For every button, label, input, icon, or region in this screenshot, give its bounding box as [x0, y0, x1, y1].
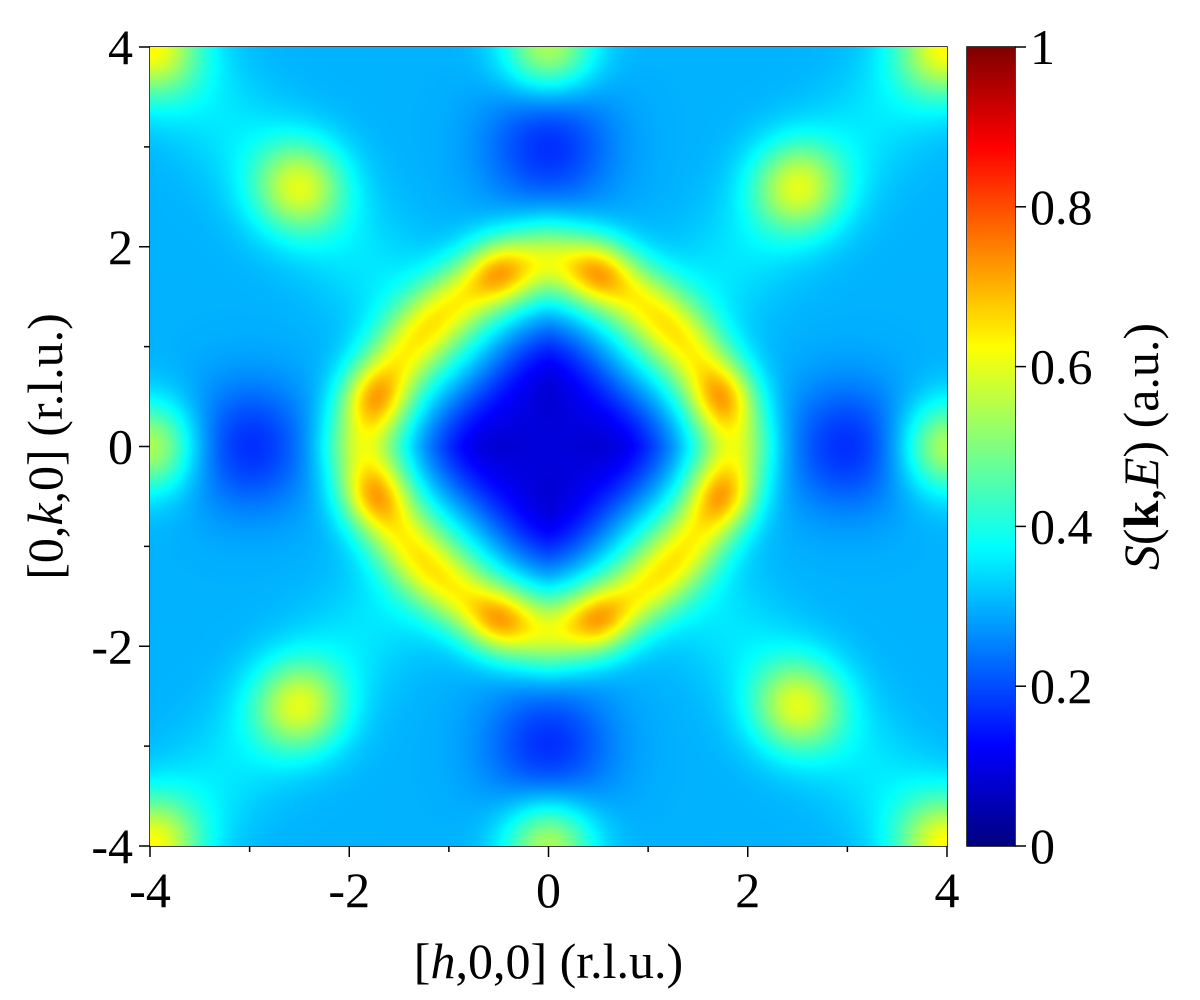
colorbar-label-e: E [1113, 458, 1169, 490]
y-axis-label: [0,k,0] (r.l.u.) [17, 313, 73, 580]
colorbar-label-comma: , [1113, 488, 1169, 501]
colorbar-label-open: ( [1113, 528, 1169, 545]
colorbar-tick-label: 0.8 [1030, 179, 1093, 235]
y-tick-label: -4 [91, 818, 133, 874]
x-axis-label-suffix: ,0,0] (r.l.u.) [455, 933, 683, 989]
x-tick-label: 0 [536, 862, 561, 918]
colorbar-tick-label: 0.4 [1030, 498, 1093, 554]
x-tick-label: -2 [328, 862, 370, 918]
colorbar-label-unit: (a.u.) [1113, 323, 1169, 441]
colorbar-tick-label: 1 [1030, 19, 1055, 75]
y-tick-label: -2 [91, 618, 133, 674]
colorbar-tick-label: 0.2 [1030, 658, 1093, 714]
y-tick-label: 4 [108, 19, 133, 75]
y-tick-label: 2 [108, 219, 133, 275]
y-axis-label-prefix: [0, [17, 526, 73, 580]
colorbar-label-close: ) [1113, 441, 1169, 458]
colorbar-gradient [967, 47, 1015, 846]
x-tick-label: 4 [935, 862, 960, 918]
x-tick-label: -4 [129, 862, 171, 918]
colorbar-label-s: S [1113, 545, 1169, 570]
colorbar-label-k: k [1113, 500, 1169, 528]
colorbar-label: S(k,E) (a.u.) [1113, 323, 1169, 570]
x-axis-label: [h,0,0] (r.l.u.) [414, 933, 683, 989]
x-axis-label-prefix: [ [414, 933, 431, 989]
y-tick-label: 0 [108, 419, 133, 475]
colorbar-tick-label: 0 [1030, 818, 1055, 874]
y-axis-label-suffix: ,0] (r.l.u.) [17, 313, 73, 503]
x-tick-label: 2 [735, 862, 760, 918]
x-axis-label-var: h [430, 933, 455, 989]
y-axis-label-var: k [17, 503, 73, 526]
colorbar-tick-label: 0.6 [1030, 339, 1093, 395]
heatmap-plot [150, 47, 947, 846]
